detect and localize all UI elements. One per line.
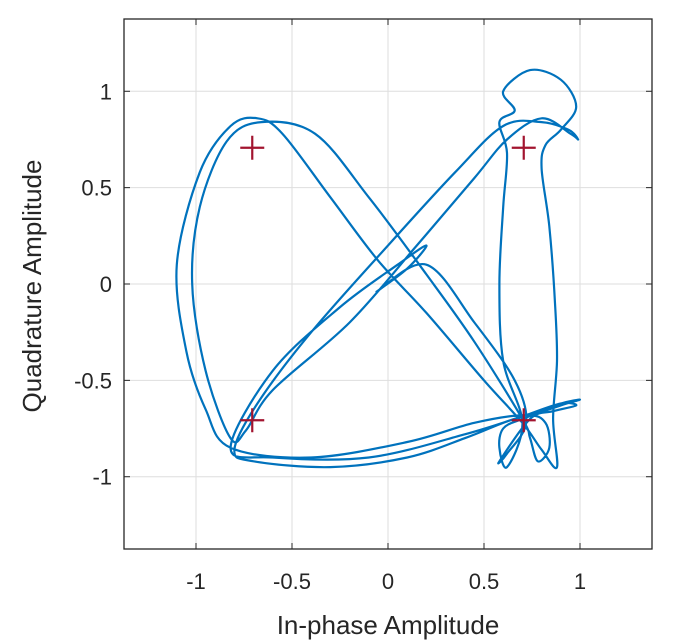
x-tick-labels: -1 -0.5 0 0.5 1: [186, 569, 586, 594]
x-tick-label: -1: [186, 569, 206, 594]
y-tick-label: 0: [100, 272, 112, 297]
x-tick-label: 1: [574, 569, 586, 594]
x-axis-label: In-phase Amplitude: [277, 610, 500, 640]
reference-point-marker: [240, 408, 265, 433]
x-tick-label: -0.5: [273, 569, 311, 594]
reference-point-marker: [511, 408, 536, 433]
y-tick-label: 0.5: [81, 176, 112, 201]
y-tick-label: -0.5: [74, 368, 112, 393]
y-tick-labels: 1 0.5 0 -0.5 -1: [74, 79, 112, 489]
axis-ticks: [124, 19, 652, 549]
reference-point-marker: [240, 135, 265, 160]
reference-point-marker: [511, 135, 536, 160]
y-tick-label: 1: [100, 79, 112, 104]
y-axis-label: Quadrature Amplitude: [17, 160, 47, 413]
y-tick-label: -1: [92, 465, 112, 490]
x-tick-label: 0: [382, 569, 394, 594]
x-tick-label: 0.5: [469, 569, 500, 594]
reference-markers: [240, 135, 536, 433]
